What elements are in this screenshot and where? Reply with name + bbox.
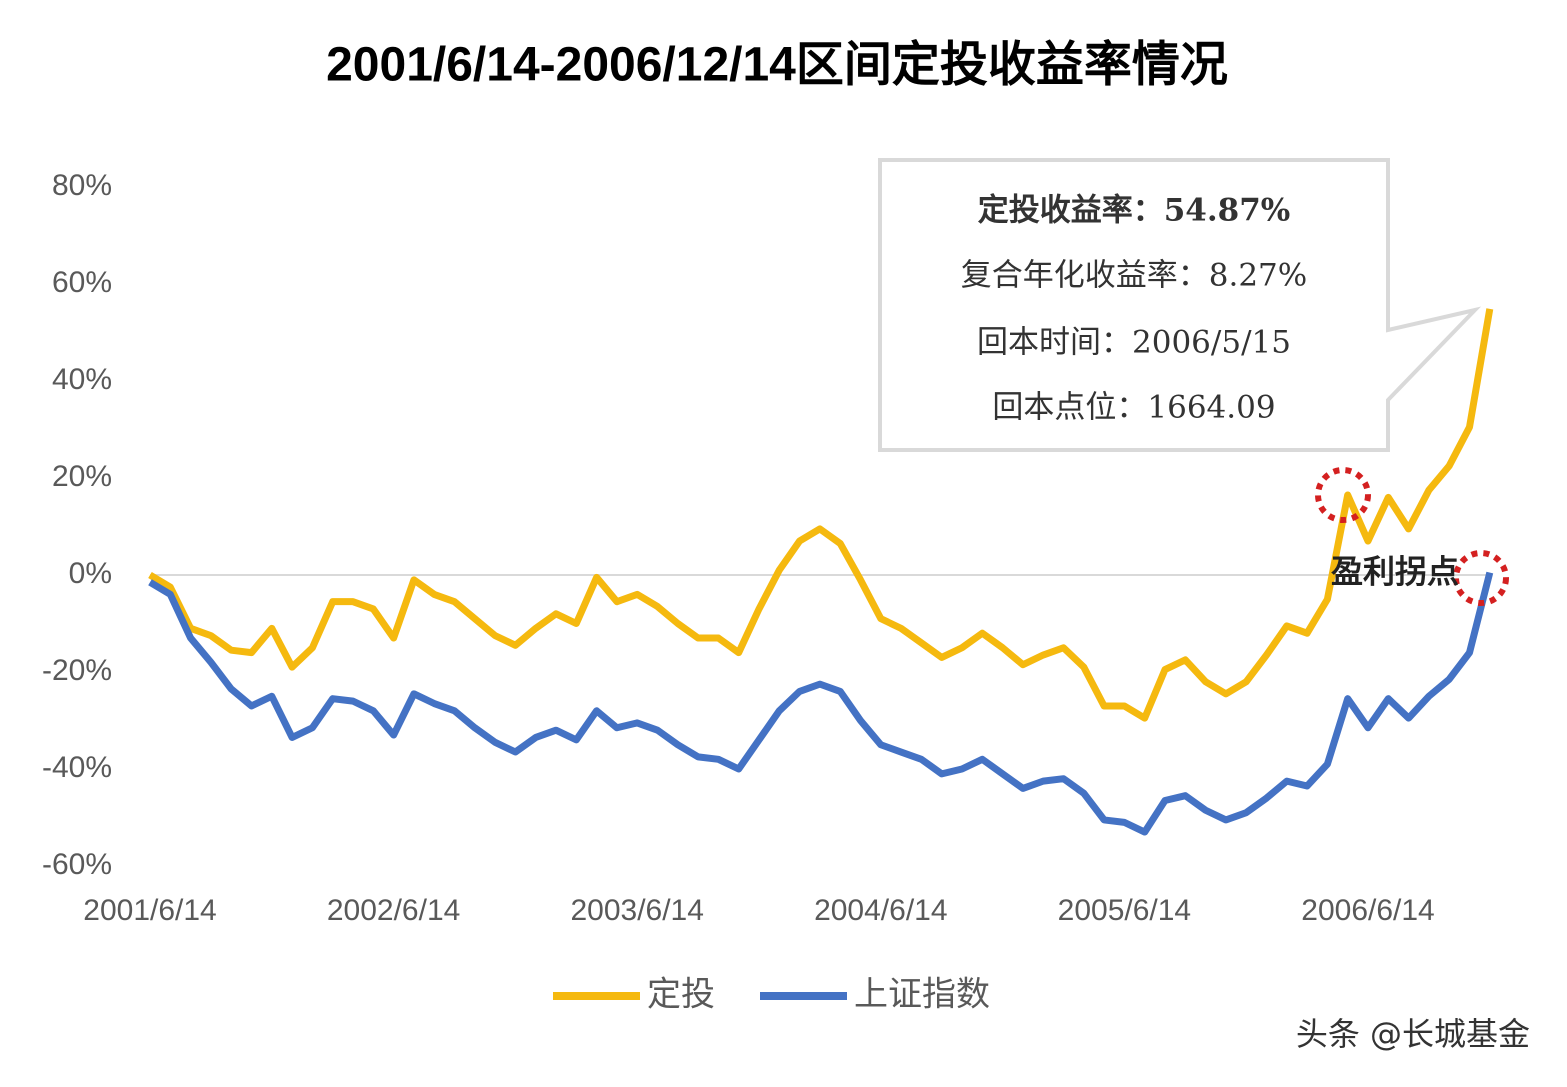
x-tick-label: 2006/6/14 <box>1301 894 1434 927</box>
callout-box <box>878 158 1482 452</box>
callout-line: 回本时间：2006/5/15 <box>977 325 1291 361</box>
line-series <box>148 571 1494 836</box>
watermark: 头条 @长城基金 <box>1296 1015 1530 1053</box>
y-tick-label: 0% <box>69 557 112 590</box>
plot-area: -60% -40% -20% 0% 20% 40% 60% 80% 2001/6/14 2002/… <box>42 169 1494 927</box>
annotation: 盈利拐点 <box>1331 553 1459 591</box>
chart-title: 2001/6/14-2006/12/14区间定投收益率情况 <box>326 39 1228 92</box>
callout-line: 回本点位：1664.09 <box>992 390 1275 426</box>
callout-line: 定投收益率：54.87% <box>978 193 1291 229</box>
legend-label: 定投 <box>647 975 715 1015</box>
highlight-circle <box>1453 550 1509 606</box>
x-tick-label: 2004/6/14 <box>814 894 947 927</box>
line-series <box>148 308 1494 722</box>
y-tick-label: 20% <box>52 460 112 493</box>
y-tick-label: -20% <box>42 654 112 687</box>
x-tick-label: 2003/6/14 <box>570 894 703 927</box>
legend-label: 上证指数 <box>854 975 990 1015</box>
legend: 定投 上证指数 <box>553 975 990 1015</box>
callout-line: 复合年化收益率：8.27% <box>961 258 1307 294</box>
y-tick-label: 60% <box>52 266 112 299</box>
x-tick-label: 2005/6/14 <box>1058 894 1191 927</box>
y-tick-label: -40% <box>42 751 112 784</box>
x-tick-label: 2001/6/14 <box>83 894 216 927</box>
y-tick-label: 80% <box>52 169 112 202</box>
highlight-circle <box>1315 467 1371 523</box>
y-tick-label: -60% <box>42 848 112 881</box>
x-tick-label: 2002/6/14 <box>327 894 460 927</box>
y-tick-label: 40% <box>52 363 112 396</box>
